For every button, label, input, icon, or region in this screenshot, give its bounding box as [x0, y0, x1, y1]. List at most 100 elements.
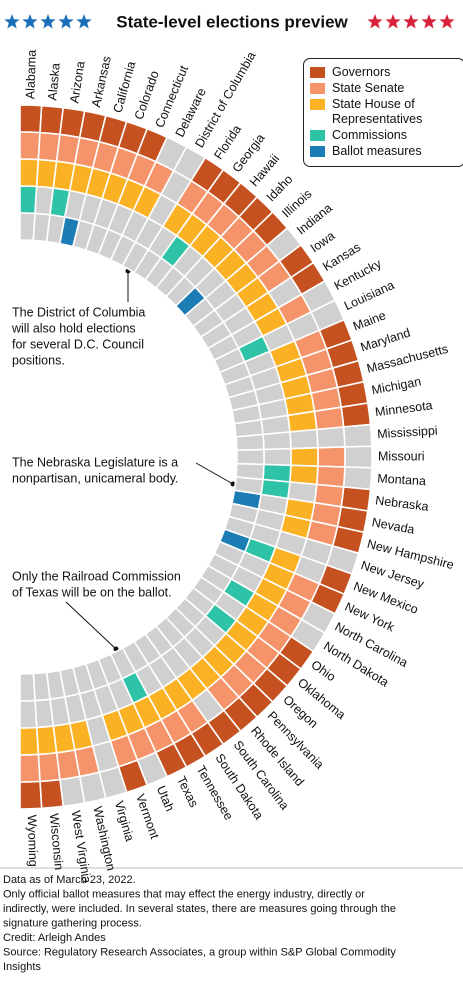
footnote: Source: Regulatory Research Associates, … — [3, 946, 396, 958]
cell — [35, 725, 58, 756]
title-star — [76, 14, 92, 29]
footnote: indirectly, were included. In several st… — [3, 903, 396, 915]
annotation: positions. — [12, 353, 65, 367]
state-label: Wyoming — [25, 815, 41, 867]
cell — [19, 672, 36, 702]
annotation: nonpartisan, unicameral body. — [12, 471, 179, 485]
cell — [288, 428, 319, 450]
annotation: will also hold elections — [11, 321, 136, 335]
title-star — [421, 14, 437, 29]
legend-label: Commissions — [332, 128, 408, 142]
legend-swatch — [310, 146, 325, 157]
cell — [340, 402, 372, 428]
state-label: Nevada — [371, 515, 416, 537]
cell — [19, 185, 38, 215]
footnote: signature gathering process. — [3, 917, 142, 929]
annotation: Only the Railroad Commission — [12, 569, 181, 583]
cell — [286, 410, 318, 433]
leader-line — [65, 601, 117, 650]
title-star — [40, 14, 56, 29]
cell — [235, 433, 265, 452]
state-label: Alaska — [45, 62, 62, 101]
cell — [344, 445, 373, 469]
cell — [19, 726, 40, 756]
annotation: The District of Columbia — [12, 305, 145, 319]
title-star — [439, 14, 455, 29]
cell — [342, 423, 373, 448]
legend-swatch — [310, 130, 325, 141]
state-label: Utah — [154, 784, 177, 814]
cell — [315, 426, 346, 449]
legend-label: State Senate — [332, 81, 405, 95]
cell — [313, 406, 345, 431]
legend-item: State Senate — [310, 81, 460, 96]
cell — [37, 751, 61, 783]
state-label: Missouri — [378, 449, 425, 463]
cell — [19, 780, 43, 810]
title-star — [22, 14, 38, 29]
state-label: Iowa — [308, 229, 338, 256]
title-star — [403, 14, 419, 29]
cell — [19, 104, 43, 134]
state-label: Minnesota — [374, 398, 433, 419]
legend-swatch — [310, 99, 325, 110]
cell — [19, 131, 41, 161]
title-star — [367, 14, 383, 29]
legend-item: Ballot measures — [310, 144, 460, 159]
footnote: Credit: Arleigh Andes — [3, 932, 106, 944]
cell — [19, 699, 38, 729]
title-star — [58, 14, 74, 29]
footnote: Data as of March 23, 2022. — [3, 874, 136, 886]
state-label: Maryland — [359, 326, 412, 355]
state-label: Montana — [377, 471, 426, 488]
cell — [19, 753, 41, 783]
cells — [19, 104, 373, 810]
state-label: Ohio — [309, 658, 339, 685]
legend-label: Ballot measures — [332, 144, 422, 158]
state-label: Michigan — [370, 374, 422, 397]
title-star — [4, 14, 20, 29]
state-label: Virginia — [112, 799, 137, 843]
legend-item: Governors — [310, 65, 460, 80]
cell — [32, 671, 51, 702]
title-star — [385, 14, 401, 29]
state-label: Vermont — [133, 792, 162, 841]
state-label: California — [111, 60, 139, 115]
legend-swatch — [310, 67, 325, 78]
legend-item: Commissions — [310, 128, 460, 143]
cell — [236, 448, 265, 466]
cell — [19, 158, 40, 188]
cell — [315, 465, 346, 488]
state-label: Washington — [90, 805, 118, 872]
chart-title: State-level elections preview — [116, 12, 348, 31]
legend: Governors State Senate State House of Repr… — [303, 58, 463, 167]
footnote: Insights — [3, 961, 41, 973]
legend-label: State House of Representatives — [332, 97, 423, 126]
cell — [19, 212, 36, 242]
state-label: West Virginia — [69, 810, 94, 885]
legend-swatch — [310, 83, 325, 94]
state-label: Texas — [174, 774, 201, 809]
state-label: Alabama — [23, 50, 39, 100]
cell — [290, 446, 319, 468]
state-label: Nebraska — [375, 493, 430, 513]
legend-label: Governors — [332, 65, 391, 79]
cell — [263, 447, 292, 467]
annotation: for several D.C. Council — [12, 337, 144, 351]
cell — [59, 775, 86, 808]
leader-line — [195, 462, 234, 485]
cell — [317, 446, 346, 468]
cell — [262, 431, 292, 451]
leader-dot — [230, 481, 236, 487]
state-label: Arkansas — [89, 55, 114, 109]
cell — [342, 466, 373, 491]
cell — [39, 778, 65, 810]
annotation: of Texas will be on the ballot. — [12, 585, 172, 599]
footnote: Only official ballot measures that may e… — [3, 888, 365, 900]
legend-item: State House of Representatives — [310, 97, 460, 127]
state-label: Arizona — [67, 60, 87, 104]
annotation: The Nebraska Legislature is a — [12, 455, 178, 469]
state-label: Maine — [351, 308, 388, 333]
